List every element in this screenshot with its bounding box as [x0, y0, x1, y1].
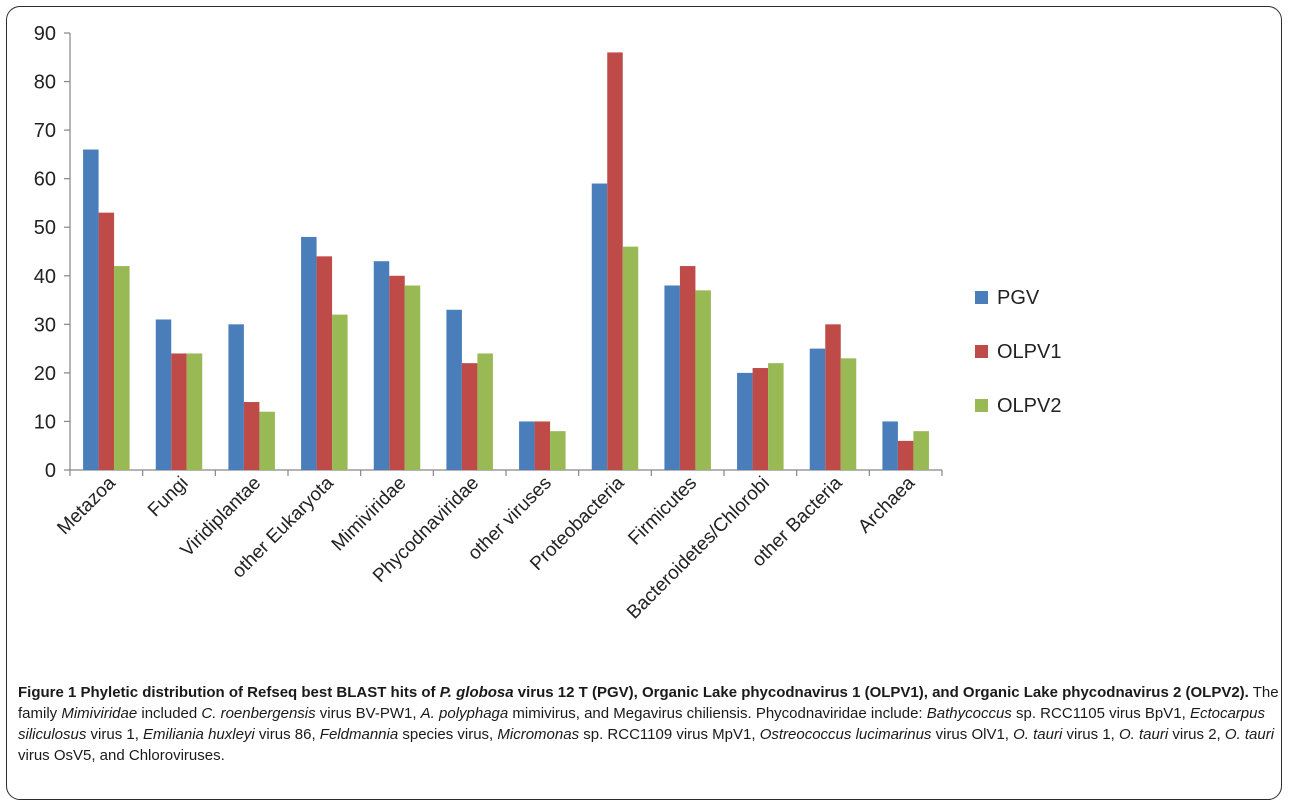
bar-pgv-other-eukaryota	[301, 236, 317, 470]
caption-segment: P. globosa	[439, 684, 514, 701]
bar-olpv2-mimiviridae	[404, 285, 421, 470]
bar-olpv1-archaea	[897, 440, 914, 470]
bar-pgv-fungi	[155, 319, 172, 470]
bar-olpv2-firmicutes	[695, 290, 711, 470]
bar-pgv-other-viruses	[519, 421, 535, 470]
bar-pgv-viridiplantae	[228, 324, 244, 470]
bar-olpv2-other-viruses	[550, 431, 566, 470]
legend-swatch-olpv1	[975, 345, 988, 358]
bar-olpv2-metazoa	[114, 266, 130, 470]
caption-segment: species virus,	[398, 726, 498, 743]
y-tick-label: 0	[45, 460, 56, 482]
bar-olpv2-proteobacteria	[622, 246, 639, 470]
bar-pgv-archaea	[882, 421, 898, 470]
bar-olpv1-other-viruses	[534, 421, 551, 470]
y-tick-label: 20	[34, 363, 56, 385]
caption-segment: A. polyphaga	[420, 705, 509, 722]
bar-pgv-bacteroidetes-chlorobi	[737, 372, 753, 470]
caption-segment: Ostreococcus lucimarinus	[759, 726, 932, 743]
x-category-label: Bacteroidetes/Chlorobi	[623, 473, 774, 624]
bar-pgv-firmicutes	[664, 285, 680, 470]
bar-olpv2-archaea	[913, 431, 929, 470]
bar-olpv1-fungi	[171, 353, 187, 470]
caption-segment: virus OsV5, and Chloroviruses.	[18, 747, 225, 764]
caption-segment: Figure 1 Phyletic distribution of Refseq…	[18, 684, 440, 701]
x-category-label: Fungi	[144, 473, 192, 521]
caption-segment: virus 86,	[254, 726, 320, 743]
y-tick-label: 50	[34, 217, 56, 239]
x-category-label: Metazoa	[53, 472, 120, 539]
bar-pgv-metazoa	[83, 149, 99, 471]
figure-caption: Figure 1 Phyletic distribution of Refseq…	[18, 682, 1280, 766]
caption-segment: C. roenbergensis	[201, 705, 316, 722]
y-tick-label: 80	[34, 72, 56, 94]
y-tick-label: 10	[34, 411, 56, 433]
x-category-label: Firmicutes	[624, 473, 701, 550]
bar-olpv1-metazoa	[98, 212, 115, 470]
caption-segment: virus 1,	[1062, 726, 1119, 743]
caption-segment: mimivirus, and Megavirus chiliensis. Phy…	[508, 705, 927, 722]
caption-segment: Ectocarpus siliculosus	[18, 705, 1265, 743]
bar-olpv2-bacteroidetes-chlorobi	[768, 363, 784, 470]
bar-olpv1-bacteroidetes-chlorobi	[752, 368, 769, 470]
bar-olpv2-fungi	[186, 353, 203, 470]
legend-swatch-pgv	[975, 291, 988, 304]
legend-label-pgv: PGV	[997, 287, 1040, 309]
caption-segment: Micromonas	[497, 726, 580, 743]
caption-segment: sp. RCC1109 virus MpV1,	[579, 726, 760, 743]
caption-segment: O. tauri	[1119, 726, 1169, 743]
x-category-label: Archaea	[854, 472, 919, 537]
caption-segment: Feldmannia	[319, 726, 399, 743]
caption-segment: Mimiviridae	[61, 705, 138, 722]
bar-pgv-mimiviridae	[373, 261, 390, 470]
bar-olpv1-viridiplantae	[243, 402, 260, 470]
bar-pgv-other-bacteria	[809, 348, 826, 470]
legend-swatch-olpv2	[975, 399, 988, 412]
y-tick-label: 90	[34, 23, 56, 45]
legend-label-olpv1: OLPV1	[997, 341, 1061, 363]
caption-segment: The family	[18, 684, 1279, 722]
bar-olpv2-other-bacteria	[840, 358, 857, 470]
caption-segment: virus 12 T (PGV), Organic Lake phycodnav…	[513, 684, 1249, 701]
figure-frame	[6, 6, 1282, 800]
caption-segment: virus OlV1,	[931, 726, 1014, 743]
bar-olpv1-other-eukaryota	[316, 256, 333, 470]
bar-olpv1-proteobacteria	[607, 52, 623, 471]
bar-olpv1-firmicutes	[679, 266, 696, 470]
bar-olpv1-mimiviridae	[389, 275, 405, 470]
bar-pgv-proteobacteria	[591, 183, 608, 470]
caption-segment: virus 2,	[1168, 726, 1225, 743]
bar-olpv1-phycodnaviridae	[461, 363, 478, 470]
legend-label-olpv2: OLPV2	[997, 395, 1061, 417]
bar-olpv2-other-eukaryota	[332, 314, 348, 470]
caption-segment: virus 1,	[86, 726, 144, 743]
y-tick-label: 60	[34, 169, 56, 191]
y-tick-label: 30	[34, 314, 56, 336]
bar-olpv1-other-bacteria	[825, 324, 841, 470]
caption-segment: Bathycoccus	[926, 705, 1012, 722]
caption-segment: virus BV-PW1,	[315, 705, 421, 722]
caption-segment: included	[137, 705, 202, 722]
caption-segment: sp. RCC1105 virus BpV1,	[1011, 705, 1190, 722]
bar-pgv-phycodnaviridae	[446, 309, 462, 470]
bar-olpv2-viridiplantae	[259, 411, 275, 470]
y-tick-label: 40	[34, 266, 56, 288]
y-tick-label: 70	[34, 120, 56, 142]
caption-segment: O. tauri	[1013, 726, 1063, 743]
caption-segment: O. tauri	[1224, 726, 1275, 743]
caption-segment: Emiliania huxleyi	[143, 726, 255, 743]
bar-olpv2-phycodnaviridae	[477, 353, 493, 470]
